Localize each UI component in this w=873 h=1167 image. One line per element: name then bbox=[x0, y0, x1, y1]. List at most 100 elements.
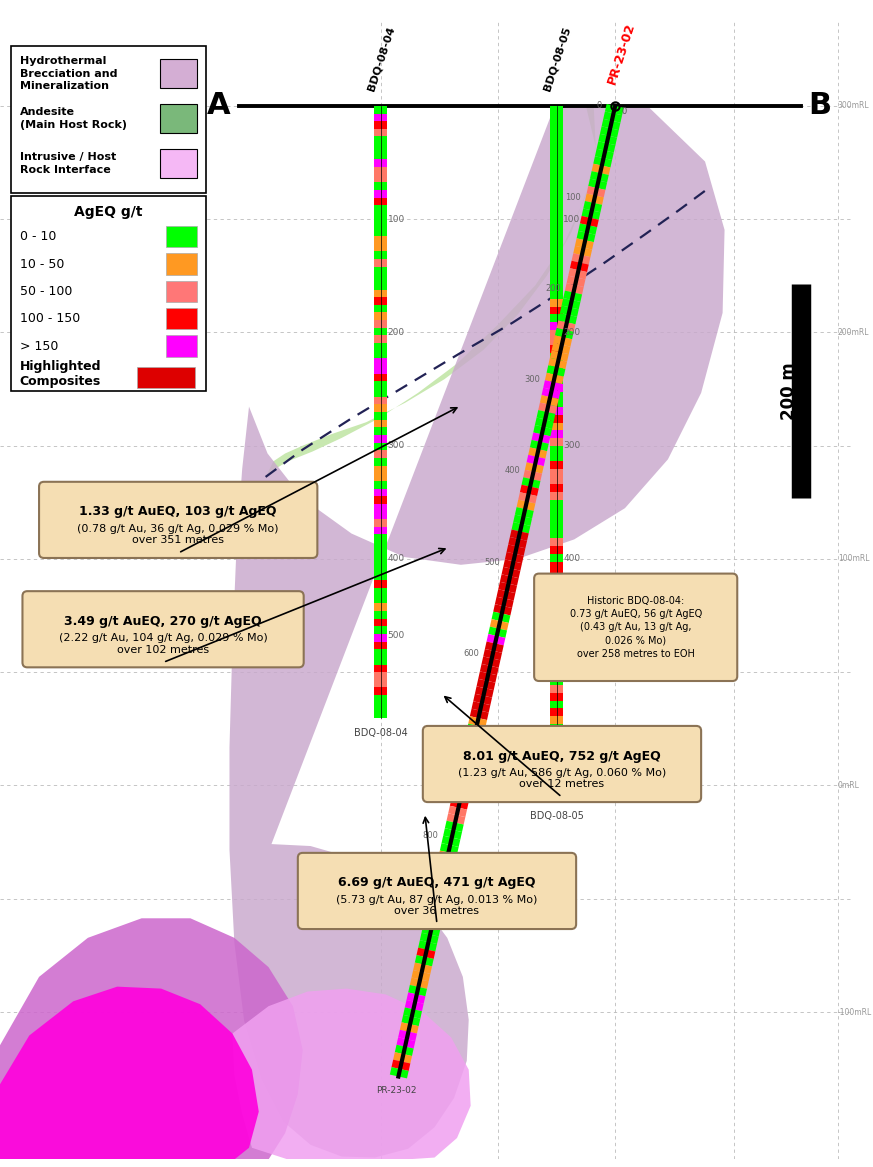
Polygon shape bbox=[537, 410, 555, 421]
Text: > 150: > 150 bbox=[19, 340, 58, 352]
Polygon shape bbox=[601, 119, 621, 131]
Bar bbox=[166, 335, 197, 357]
Polygon shape bbox=[570, 260, 588, 272]
Polygon shape bbox=[232, 988, 471, 1160]
Bar bbox=[375, 627, 388, 634]
Text: Historic BDQ-08-04:
0.73 g/t AuEQ, 56 g/t AgEQ
(0.43 g/t Au, 13 g/t Ag,
0.026 % : Historic BDQ-08-04: 0.73 g/t AuEQ, 56 g/… bbox=[569, 596, 702, 658]
Text: 100: 100 bbox=[566, 193, 581, 202]
Polygon shape bbox=[498, 582, 517, 593]
Polygon shape bbox=[513, 515, 532, 526]
Bar bbox=[550, 762, 563, 770]
Bar bbox=[137, 366, 196, 389]
Bar bbox=[375, 128, 388, 137]
Bar bbox=[160, 60, 197, 89]
Text: 8.01 g/t AuEQ, 752 g/t AgEQ: 8.01 g/t AuEQ, 752 g/t AgEQ bbox=[463, 749, 661, 762]
Bar bbox=[375, 251, 388, 259]
Polygon shape bbox=[575, 238, 594, 250]
Bar bbox=[550, 183, 563, 191]
Bar bbox=[550, 230, 563, 237]
Polygon shape bbox=[400, 1022, 419, 1034]
Polygon shape bbox=[451, 791, 471, 802]
Bar bbox=[375, 289, 388, 298]
Bar bbox=[375, 543, 388, 550]
Text: 500: 500 bbox=[484, 558, 499, 566]
Bar bbox=[550, 191, 563, 198]
Bar bbox=[375, 534, 388, 543]
Text: 500: 500 bbox=[563, 650, 581, 659]
Bar bbox=[375, 504, 388, 511]
Polygon shape bbox=[420, 932, 438, 944]
Bar bbox=[375, 526, 388, 534]
Bar bbox=[375, 642, 388, 649]
Bar bbox=[550, 546, 563, 554]
Polygon shape bbox=[590, 172, 608, 182]
Text: PR-23-02: PR-23-02 bbox=[605, 21, 637, 86]
Text: 400: 400 bbox=[505, 467, 520, 475]
Bar bbox=[550, 113, 563, 121]
Bar bbox=[375, 588, 388, 595]
Bar bbox=[550, 578, 563, 585]
Text: A: A bbox=[207, 91, 230, 120]
Polygon shape bbox=[583, 201, 602, 212]
Polygon shape bbox=[230, 106, 725, 1158]
Bar bbox=[550, 299, 563, 307]
Polygon shape bbox=[596, 141, 615, 153]
Polygon shape bbox=[428, 895, 447, 907]
Bar bbox=[550, 361, 563, 369]
Polygon shape bbox=[416, 948, 436, 959]
Bar bbox=[375, 442, 388, 450]
Polygon shape bbox=[468, 717, 487, 727]
Polygon shape bbox=[598, 134, 617, 145]
Text: 0mRL: 0mRL bbox=[838, 781, 860, 790]
Polygon shape bbox=[473, 694, 492, 705]
Bar bbox=[375, 221, 388, 229]
Bar bbox=[166, 280, 197, 302]
Bar bbox=[375, 137, 388, 144]
Bar bbox=[375, 657, 388, 664]
Polygon shape bbox=[405, 1000, 423, 1011]
Text: Hydrothermal
Brecciation and
Mineralization: Hydrothermal Brecciation and Mineralizat… bbox=[19, 56, 117, 91]
Bar bbox=[375, 236, 388, 244]
Polygon shape bbox=[595, 148, 614, 160]
Polygon shape bbox=[592, 163, 610, 175]
Polygon shape bbox=[588, 179, 607, 190]
Polygon shape bbox=[533, 425, 552, 436]
Bar bbox=[375, 619, 388, 627]
Text: 0: 0 bbox=[621, 106, 626, 116]
Bar bbox=[375, 382, 388, 389]
Text: 0 - 10: 0 - 10 bbox=[19, 230, 56, 243]
Text: 200: 200 bbox=[545, 284, 560, 293]
Polygon shape bbox=[581, 209, 601, 219]
Bar bbox=[550, 237, 563, 245]
Bar bbox=[375, 450, 388, 457]
Bar bbox=[550, 561, 563, 569]
Polygon shape bbox=[580, 216, 599, 228]
Bar bbox=[375, 511, 388, 519]
Bar bbox=[375, 320, 388, 328]
Bar bbox=[375, 412, 388, 420]
Text: 500: 500 bbox=[388, 630, 405, 640]
FancyBboxPatch shape bbox=[298, 853, 576, 929]
Text: BDQ-08-05: BDQ-08-05 bbox=[541, 26, 572, 92]
Polygon shape bbox=[576, 231, 595, 243]
Bar bbox=[550, 245, 563, 252]
Bar bbox=[375, 481, 388, 489]
Text: 300: 300 bbox=[525, 375, 540, 384]
Polygon shape bbox=[0, 986, 258, 1160]
Bar bbox=[550, 384, 563, 392]
Bar bbox=[166, 308, 197, 329]
Bar bbox=[550, 600, 563, 608]
Polygon shape bbox=[430, 888, 449, 900]
Polygon shape bbox=[568, 268, 587, 279]
Bar bbox=[160, 104, 197, 133]
Bar bbox=[375, 711, 388, 718]
Polygon shape bbox=[526, 455, 546, 466]
Bar bbox=[550, 407, 563, 414]
Text: 300: 300 bbox=[388, 441, 405, 450]
Polygon shape bbox=[503, 559, 522, 571]
Bar bbox=[550, 422, 563, 431]
Polygon shape bbox=[458, 761, 477, 773]
Bar bbox=[375, 152, 388, 160]
Bar bbox=[550, 708, 563, 717]
Bar bbox=[550, 354, 563, 361]
